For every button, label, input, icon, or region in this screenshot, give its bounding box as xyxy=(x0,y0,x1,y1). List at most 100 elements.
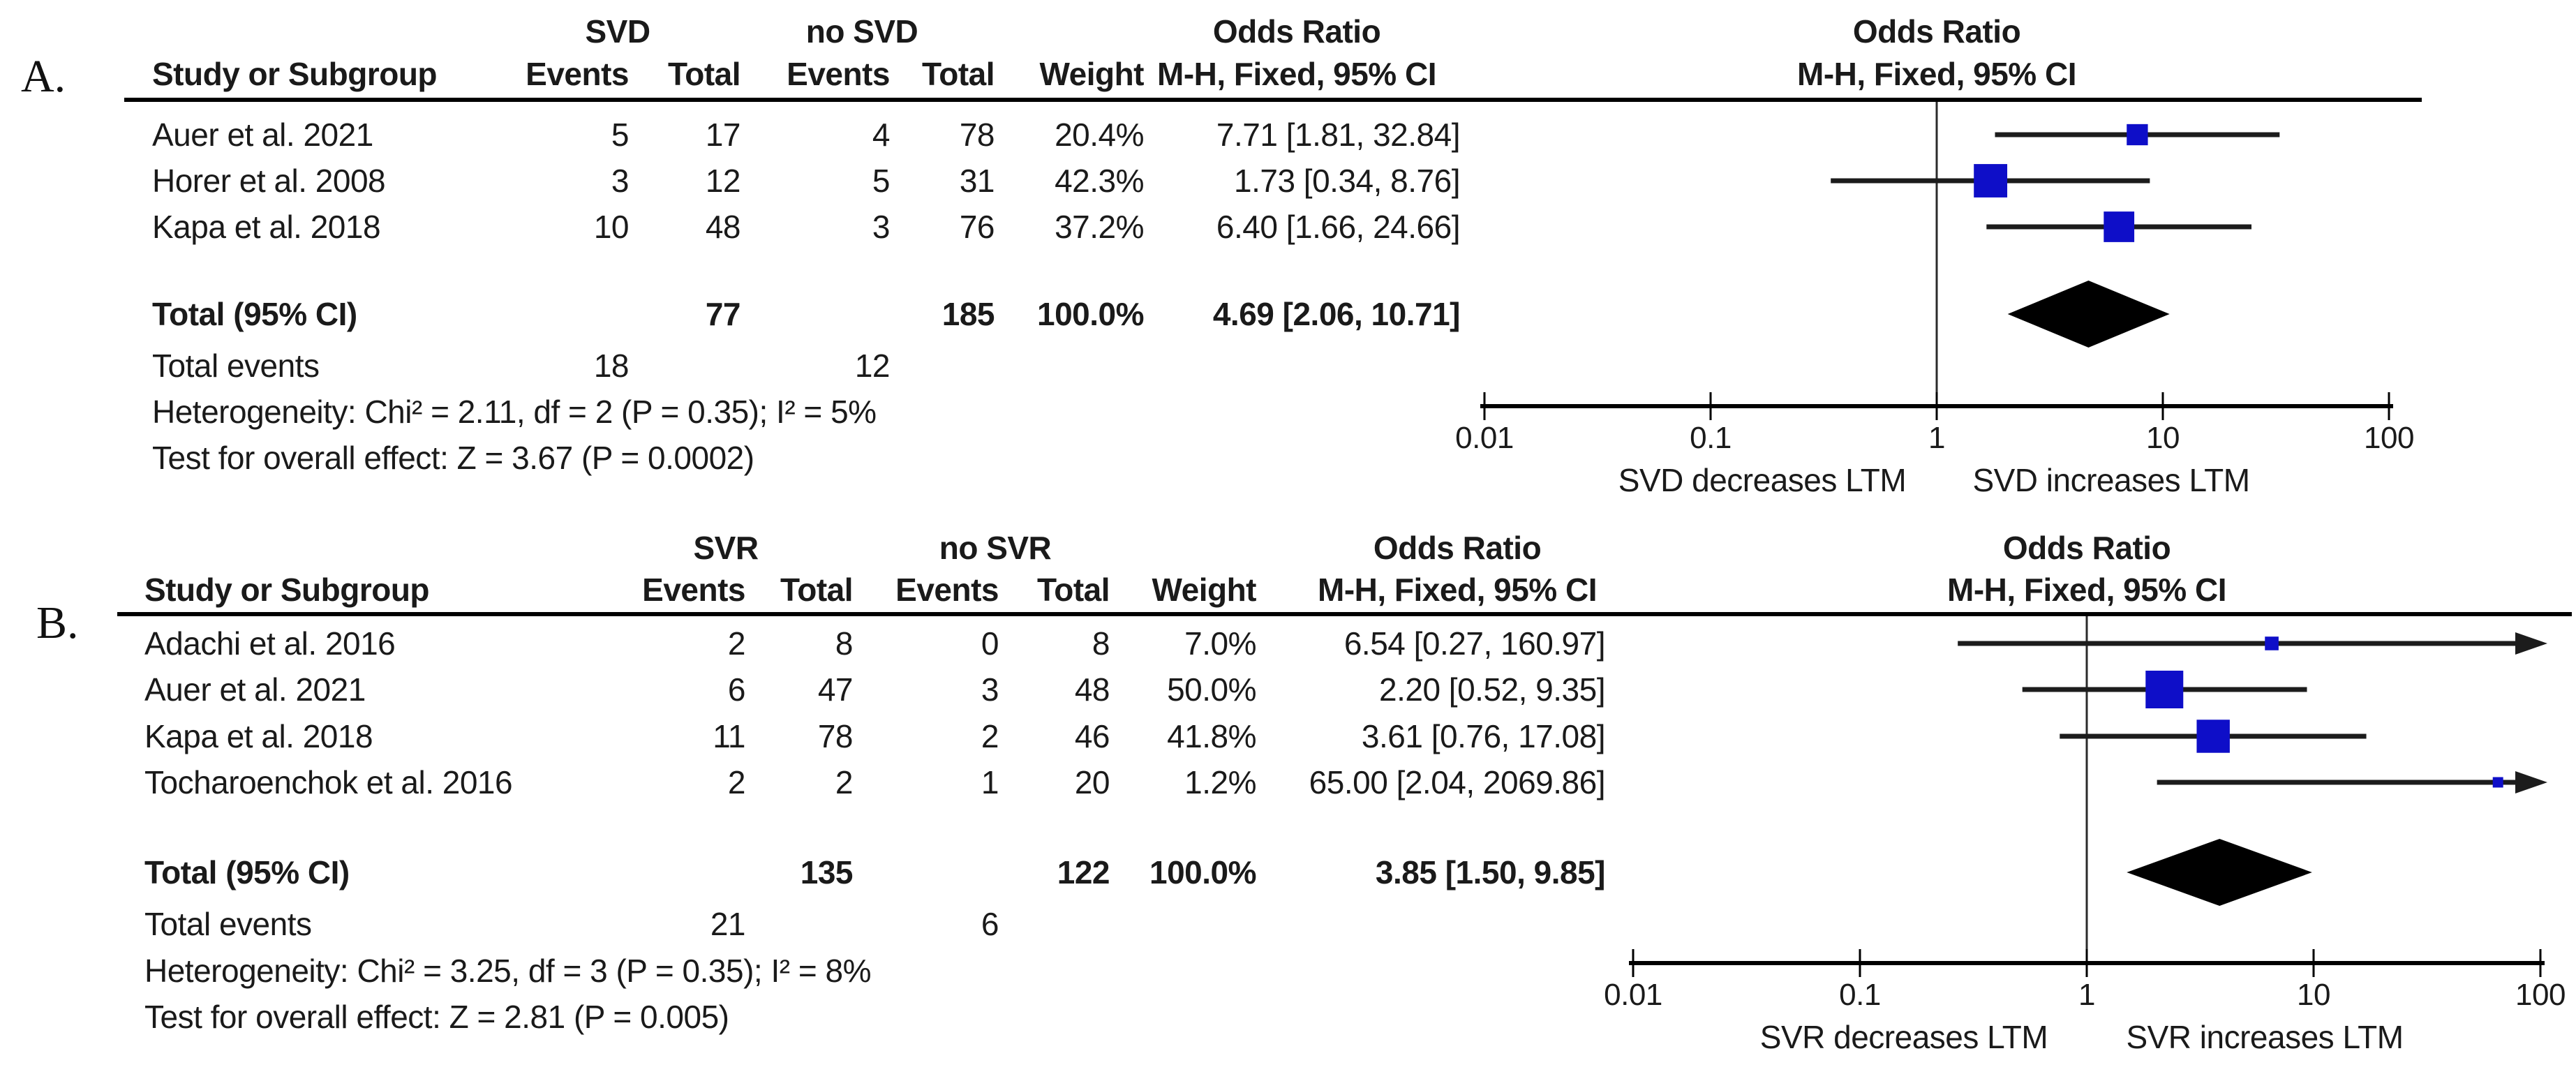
comparator-header: no SVD xyxy=(805,13,918,50)
total2-column-header: Total xyxy=(1037,572,1110,608)
events2-value: 0 xyxy=(981,625,999,662)
study-column-header: Study or Subgroup xyxy=(144,572,430,608)
events1-column-header: Events xyxy=(526,56,629,92)
total1-value: 78 xyxy=(817,718,854,754)
events1-value: 3 xyxy=(611,163,630,199)
pooled-diamond xyxy=(2127,839,2312,906)
total-or-ci-value: 4.69 [2.06, 10.71] xyxy=(1212,296,1461,332)
header-rule xyxy=(117,612,2572,616)
events2-column-header: Events xyxy=(787,56,890,92)
heterogeneity-text: Heterogeneity: Chi² = 2.11, df = 2 (P = … xyxy=(152,394,877,430)
axis-tick-label: 100 xyxy=(2515,978,2566,1012)
weight-value: 7.0% xyxy=(1184,625,1256,662)
axis-tick-label: 10 xyxy=(2297,978,2330,1012)
weight-value: 41.8% xyxy=(1167,718,1256,754)
or-ci-value: 2.20 [0.52, 9.35] xyxy=(1379,671,1606,708)
or-column-subheader: M-H, Fixed, 95% CI xyxy=(1318,572,1597,608)
axis-tick-label: 100 xyxy=(2364,421,2414,455)
or-ci-value: 3.61 [0.76, 17.08] xyxy=(1361,718,1606,754)
total-events-label: Total events xyxy=(144,906,312,942)
total-events2-value: 12 xyxy=(854,348,891,384)
direction-label-right: SVR increases LTM xyxy=(2126,1019,2404,1055)
or-ci-value: 6.54 [0.27, 160.97] xyxy=(1343,625,1606,662)
direction-label-left: SVD decreases LTM xyxy=(1618,462,1907,498)
events2-value: 5 xyxy=(872,163,891,199)
axis-tick xyxy=(2312,949,2315,977)
weight-square xyxy=(1974,164,2008,198)
axis-tick xyxy=(1483,392,1486,420)
group-header: SVD xyxy=(585,13,650,50)
or-ci-value: 65.00 [2.04, 2069.86] xyxy=(1309,764,1606,800)
axis-tick-label: 0.01 xyxy=(1604,978,1662,1012)
direction-label-right: SVD increases LTM xyxy=(1972,462,2250,498)
total2-value: 31 xyxy=(959,163,995,199)
study-name: Adachi et al. 2016 xyxy=(144,625,396,662)
overall-effect-text: Test for overall effect: Z = 2.81 (P = 0… xyxy=(144,999,729,1035)
ci-line xyxy=(2157,780,2521,785)
axis-tick xyxy=(1709,392,1712,420)
study-name: Tocharoenchok et al. 2016 xyxy=(144,764,513,800)
events2-value: 3 xyxy=(872,209,891,245)
total2-value: 20 xyxy=(1074,764,1110,800)
total1-value: 12 xyxy=(705,163,741,199)
or-ci-value: 1.73 [0.34, 8.76] xyxy=(1234,163,1461,199)
plot-subheader: M-H, Fixed, 95% CI xyxy=(1947,572,2226,608)
study-name: Auer et al. 2021 xyxy=(144,671,366,708)
weight-square xyxy=(2104,211,2135,242)
or-ci-value: 7.71 [1.81, 32.84] xyxy=(1216,117,1461,153)
total-label: Total (95% CI) xyxy=(152,296,357,332)
total-events-label: Total events xyxy=(152,348,320,384)
group-header: SVR xyxy=(693,530,759,566)
total-total2-value: 122 xyxy=(1057,854,1110,890)
arrow-right-icon xyxy=(2515,632,2547,655)
weight-column-header: Weight xyxy=(1039,56,1145,92)
axis-tick xyxy=(2388,392,2390,420)
study-column-header: Study or Subgroup xyxy=(152,56,438,92)
events2-value: 3 xyxy=(981,671,999,708)
total1-value: 17 xyxy=(705,117,741,153)
events1-value: 2 xyxy=(727,625,746,662)
panel-letter: A. xyxy=(21,51,66,102)
weight-column-header: Weight xyxy=(1152,572,1257,608)
heterogeneity-text: Heterogeneity: Chi² = 3.25, df = 3 (P = … xyxy=(144,953,871,989)
total-total1-value: 77 xyxy=(705,296,741,332)
total-events1-value: 18 xyxy=(593,348,630,384)
total-events2-value: 6 xyxy=(981,906,999,942)
axis-tick-label: 0.1 xyxy=(1839,978,1881,1012)
axis-tick xyxy=(2085,949,2088,977)
total2-value: 78 xyxy=(959,117,995,153)
total-total2-value: 185 xyxy=(941,296,995,332)
events1-value: 6 xyxy=(727,671,746,708)
weight-value: 50.0% xyxy=(1167,671,1256,708)
pooled-diamond xyxy=(2007,281,2170,348)
study-name: Kapa et al. 2018 xyxy=(144,718,373,754)
total2-column-header: Total xyxy=(922,56,995,92)
events2-value: 4 xyxy=(872,117,891,153)
weight-square xyxy=(2145,671,2184,708)
total-weight-value: 100.0% xyxy=(1036,296,1145,332)
total-label: Total (95% CI) xyxy=(144,854,350,890)
total1-value: 2 xyxy=(835,764,854,800)
events2-column-header: Events xyxy=(895,572,999,608)
axis-tick-label: 0.01 xyxy=(1455,421,1514,455)
arrow-right-icon xyxy=(2515,771,2547,793)
axis-tick xyxy=(1632,949,1635,977)
total1-column-header: Total xyxy=(780,572,853,608)
total1-value: 47 xyxy=(817,671,854,708)
events2-value: 2 xyxy=(981,718,999,754)
plot-header: Odds Ratio xyxy=(2002,530,2171,566)
weight-value: 37.2% xyxy=(1055,209,1144,245)
comparator-header: no SVR xyxy=(939,530,1052,566)
events2-value: 1 xyxy=(981,764,999,800)
weight-square xyxy=(2127,124,2148,146)
study-name: Kapa et al. 2018 xyxy=(152,209,381,245)
events1-value: 10 xyxy=(593,209,630,245)
axis-tick-label: 10 xyxy=(2146,421,2180,455)
events1-value: 5 xyxy=(611,117,630,153)
plot-header: Odds Ratio xyxy=(1852,13,2021,50)
weight-square xyxy=(2265,636,2279,650)
